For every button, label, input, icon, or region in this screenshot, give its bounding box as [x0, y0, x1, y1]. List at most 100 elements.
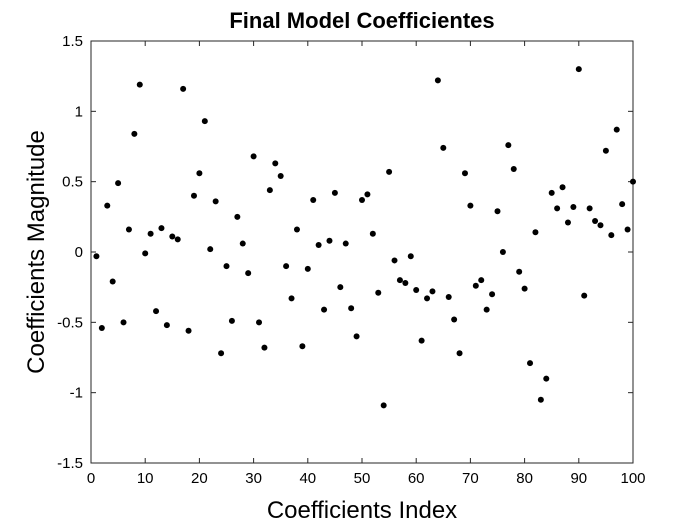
data-point	[359, 196, 365, 203]
data-point	[348, 305, 355, 312]
data-point	[624, 226, 631, 233]
data-point	[543, 375, 550, 382]
data-point	[331, 189, 338, 196]
x-tick-label: 90	[570, 470, 587, 487]
data-point	[98, 324, 105, 331]
data-point	[239, 240, 246, 247]
data-point	[407, 253, 414, 260]
y-tick-label: 0	[75, 244, 83, 261]
data-point	[602, 147, 609, 154]
data-point	[288, 295, 295, 302]
data-point	[586, 205, 593, 212]
data-point	[163, 322, 170, 329]
data-point	[190, 192, 197, 199]
data-point	[131, 130, 138, 137]
data-point	[516, 268, 523, 275]
y-tick-label: 1.5	[62, 33, 83, 50]
data-point	[402, 279, 409, 286]
data-point	[418, 337, 425, 344]
data-point	[256, 319, 263, 326]
data-point	[575, 66, 582, 73]
data-point	[386, 168, 393, 175]
data-point	[261, 344, 268, 351]
data-point	[554, 205, 561, 212]
data-point	[570, 203, 577, 210]
data-point	[521, 285, 528, 292]
data-point	[440, 144, 447, 151]
y-tick-label: -1	[70, 385, 83, 402]
data-point	[212, 198, 219, 205]
data-point	[548, 189, 555, 196]
x-axis-label: Coefficients Index	[267, 497, 457, 524]
x-tick-label: 80	[516, 470, 533, 487]
x-tick-label: 50	[354, 470, 371, 487]
data-point	[353, 333, 360, 340]
data-point	[581, 292, 588, 299]
data-point	[510, 166, 517, 173]
data-point	[564, 219, 571, 226]
data-point	[93, 253, 100, 260]
plot-area-frame	[90, 40, 634, 464]
data-point	[218, 350, 225, 357]
x-tick-label: 60	[408, 470, 425, 487]
data-point	[250, 153, 257, 160]
data-point	[283, 263, 290, 270]
data-point	[597, 222, 604, 229]
data-point	[434, 77, 441, 84]
data-point	[277, 173, 284, 180]
data-point	[592, 218, 599, 225]
data-point	[147, 230, 154, 237]
data-point	[494, 208, 501, 215]
data-point	[467, 202, 474, 209]
data-point	[207, 246, 214, 253]
data-point	[299, 343, 306, 350]
data-point	[456, 350, 463, 357]
data-point	[266, 187, 273, 194]
y-tick-label: -1.5	[57, 455, 83, 472]
data-point	[532, 229, 539, 236]
x-tick-label: 10	[137, 470, 154, 487]
data-point	[630, 178, 636, 185]
data-point	[180, 85, 187, 92]
y-tick-label: 1	[75, 103, 83, 120]
data-point	[559, 184, 566, 191]
data-point	[505, 142, 512, 149]
data-point	[380, 402, 387, 409]
data-point	[174, 236, 181, 243]
data-point	[125, 226, 132, 233]
data-point	[619, 201, 626, 208]
data-point	[375, 289, 382, 296]
data-point	[429, 288, 436, 295]
y-tick-label: 0.5	[62, 174, 83, 191]
data-point	[337, 284, 344, 291]
data-point	[537, 396, 544, 403]
x-tick-label: 40	[299, 470, 316, 487]
chart-title: Final Model Coefficientes	[229, 8, 494, 33]
data-point	[342, 240, 349, 247]
data-point	[326, 237, 333, 244]
data-point	[613, 126, 620, 133]
data-point	[391, 257, 398, 264]
data-point	[196, 170, 203, 177]
data-point	[115, 180, 122, 187]
x-tick-label: 100	[620, 470, 645, 487]
data-point	[451, 316, 458, 323]
data-point	[364, 191, 371, 198]
x-axis-ticks: 0 10 20 30 40 50 60 70 80 90 100	[87, 41, 646, 487]
data-point	[483, 306, 490, 313]
x-tick-label: 20	[191, 470, 208, 487]
data-point	[489, 291, 496, 298]
data-point	[445, 294, 452, 301]
data-point	[478, 277, 485, 284]
data-point	[136, 81, 143, 88]
x-tick-label: 70	[462, 470, 479, 487]
data-point	[245, 270, 252, 277]
y-axis-label: Coefficients Magnitude	[23, 130, 50, 374]
data-point	[396, 277, 403, 284]
data-point	[234, 213, 241, 220]
data-point	[310, 196, 317, 203]
data-point	[153, 308, 160, 315]
data-point	[472, 282, 479, 289]
